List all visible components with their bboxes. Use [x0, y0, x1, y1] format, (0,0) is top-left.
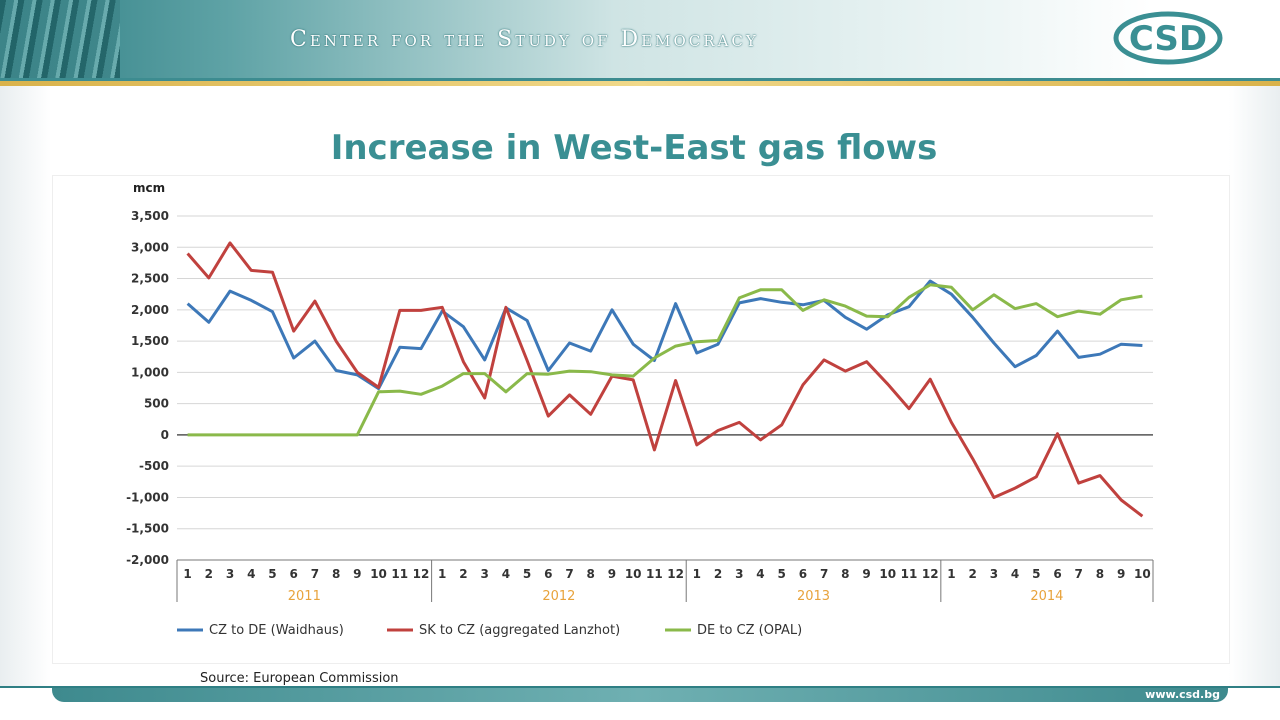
- x-tick-label: 10: [625, 567, 642, 581]
- y-tick-label: -1,500: [126, 522, 169, 536]
- x-tick-label: 1: [438, 567, 446, 581]
- x-tick-label: 5: [268, 567, 276, 581]
- x-tick-label: 3: [990, 567, 998, 581]
- gas-flow-chart: mcm 3,500 3,000 2,500 2,000 1,500 1,000 500 0 -5…: [126, 181, 1154, 638]
- x-tick-label: 8: [587, 567, 595, 581]
- series-line: [186, 241, 1144, 518]
- x-tick-label: 1: [947, 567, 955, 581]
- x-tick-label: 8: [1096, 567, 1104, 581]
- gold-divider: [0, 81, 1280, 86]
- x-tick-label: 10: [879, 567, 896, 581]
- x-tick-label: 4: [502, 567, 510, 581]
- y-axis-unit: mcm: [133, 181, 165, 195]
- y-tick-label: 3,500: [131, 209, 169, 223]
- y-tick-label: 3,000: [131, 240, 169, 254]
- slide-title: Increase in West-East gas flows: [330, 128, 938, 168]
- x-tick-label: 3: [735, 567, 743, 581]
- y-tick-label: -500: [139, 459, 169, 473]
- x-tick-label: 7: [1075, 567, 1083, 581]
- y-tick-label: 2,000: [131, 303, 169, 317]
- x-tick-label: 8: [332, 567, 340, 581]
- organization-name: Center for the Study of Democracy: [290, 27, 759, 52]
- legend-label: DE to CZ (OPAL): [697, 623, 802, 638]
- year-label: 2011: [288, 589, 321, 604]
- y-tick-label: 0: [161, 428, 169, 442]
- csd-logo[interactable]: CSD: [1112, 10, 1224, 66]
- banner-photo: [0, 0, 120, 78]
- y-tick-labels: 3,500 3,000 2,500 2,000 1,500 1,000 500 0 -500 -1…: [126, 209, 169, 567]
- chart-panel: mcm 3,500 3,000 2,500 2,000 1,500 1,000 500 0 -5…: [52, 175, 1230, 664]
- x-tick-label: 3: [480, 567, 488, 581]
- x-tick-label: 2: [968, 567, 976, 581]
- x-tick-label: 6: [799, 567, 807, 581]
- x-tick-label: 7: [820, 567, 828, 581]
- legend-label: SK to CZ (aggregated Lanzhot): [419, 623, 620, 638]
- x-tick-label: 6: [544, 567, 552, 581]
- series-line: [186, 279, 1143, 391]
- x-tick-label: 7: [311, 567, 319, 581]
- y-tick-label: -1,000: [126, 490, 169, 504]
- x-tick-label: 7: [565, 567, 573, 581]
- x-tick-label: 10: [370, 567, 387, 581]
- x-tick-label: 4: [247, 567, 255, 581]
- x-axis: 1 2 3 4 5 6 7 8 9 10 11 12 1 2 3 4 5 6 7 8 9 10 11 12 1 2 3 4 5 6 7 8 9 1…: [176, 559, 1154, 604]
- x-tick-label: 2: [205, 567, 213, 581]
- x-tick-label: 11: [391, 567, 408, 581]
- x-tick-label: 2: [714, 567, 722, 581]
- x-tick-label: 5: [523, 567, 531, 581]
- x-tick-label: 12: [413, 567, 430, 581]
- series-line: [187, 283, 1143, 437]
- source-note: Source: European Commission: [200, 671, 399, 686]
- y-tick-label: 2,500: [131, 272, 169, 286]
- logo-text: CSD: [1129, 19, 1207, 59]
- x-tick-label: 1: [183, 567, 191, 581]
- header-banner: Center for the Study of Democracy CSD: [0, 0, 1280, 81]
- x-tick-label: 5: [778, 567, 786, 581]
- y-tick-label: 500: [144, 397, 169, 411]
- x-tick-label: 9: [862, 567, 870, 581]
- year-label: 2012: [542, 589, 575, 604]
- series-lines: [186, 241, 1144, 518]
- x-tick-label: 1: [693, 567, 701, 581]
- x-tick-label: 10: [1134, 567, 1151, 581]
- y-tick-label: 1,000: [131, 365, 169, 379]
- x-tick-label: 4: [1011, 567, 1019, 581]
- x-tick-label: 5: [1032, 567, 1040, 581]
- y-tick-label: -2,000: [126, 553, 169, 567]
- x-tick-label: 12: [667, 567, 684, 581]
- x-tick-label: 9: [1117, 567, 1125, 581]
- footer-bar: [52, 688, 1228, 702]
- x-tick-label: 9: [353, 567, 361, 581]
- x-tick-label: 8: [841, 567, 849, 581]
- x-tick-label: 2: [459, 567, 467, 581]
- year-label: 2013: [797, 589, 830, 604]
- x-tick-label: 11: [901, 567, 918, 581]
- grid-lines: [177, 215, 1153, 561]
- y-tick-label: 1,500: [131, 334, 169, 348]
- x-tick-label: 6: [1053, 567, 1061, 581]
- x-tick-label: 4: [756, 567, 764, 581]
- legend-label: CZ to DE (Waidhaus): [209, 623, 344, 638]
- legend: CZ to DE (Waidhaus) SK to CZ (aggregated …: [177, 623, 802, 638]
- x-tick-label: 9: [608, 567, 616, 581]
- x-tick-label: 3: [226, 567, 234, 581]
- website-link[interactable]: www.csd.bg: [1145, 688, 1220, 701]
- year-label: 2014: [1030, 589, 1063, 604]
- x-tick-label: 11: [646, 567, 663, 581]
- x-tick-label: 12: [922, 567, 939, 581]
- footer-line: [0, 686, 1280, 688]
- x-tick-label: 6: [290, 567, 298, 581]
